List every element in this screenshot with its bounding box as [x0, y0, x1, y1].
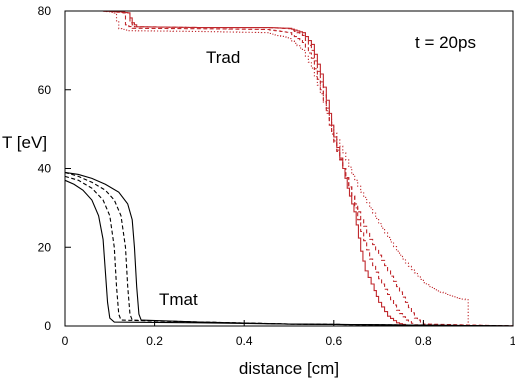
y-tick-label: 80 — [38, 4, 52, 18]
y-axis-title: T [eV] — [2, 133, 47, 152]
tmat-series-line — [64, 179, 514, 327]
series-layer — [64, 10, 514, 327]
x-tick-label: 1 — [510, 334, 515, 348]
trad-series-line — [65, 10, 513, 327]
y-tick-label: 60 — [38, 83, 52, 97]
y-tick-label: 40 — [38, 162, 52, 176]
tmat-series-line — [64, 175, 514, 327]
trad-series-line — [65, 10, 514, 327]
ticks-layer: 0 0.2 0.4 0.6 0.8 1 0 20 40 60 80 — [38, 4, 515, 348]
plot-frame — [64, 10, 514, 327]
x-tick-label: 0 — [62, 334, 69, 348]
tmat-series-line — [64, 171, 514, 327]
tmat-series-line — [64, 171, 514, 327]
trad-series-line — [65, 10, 514, 327]
x-tick-label: 0.8 — [415, 334, 432, 348]
x-tick-label: 0.2 — [146, 334, 163, 348]
y-tick-label: 0 — [44, 319, 51, 333]
x-axis-title: distance [cm] — [239, 359, 339, 378]
trad-series-line — [65, 10, 514, 327]
y-tick-label: 20 — [38, 240, 52, 254]
annotation-tmat: Tmat — [159, 290, 198, 309]
annotation-trad: Trad — [206, 48, 240, 67]
x-tick-label: 0.6 — [325, 334, 342, 348]
annotation-time: t = 20ps — [415, 33, 476, 52]
axes-layer — [64, 10, 514, 327]
x-tick-label: 0.4 — [236, 334, 253, 348]
